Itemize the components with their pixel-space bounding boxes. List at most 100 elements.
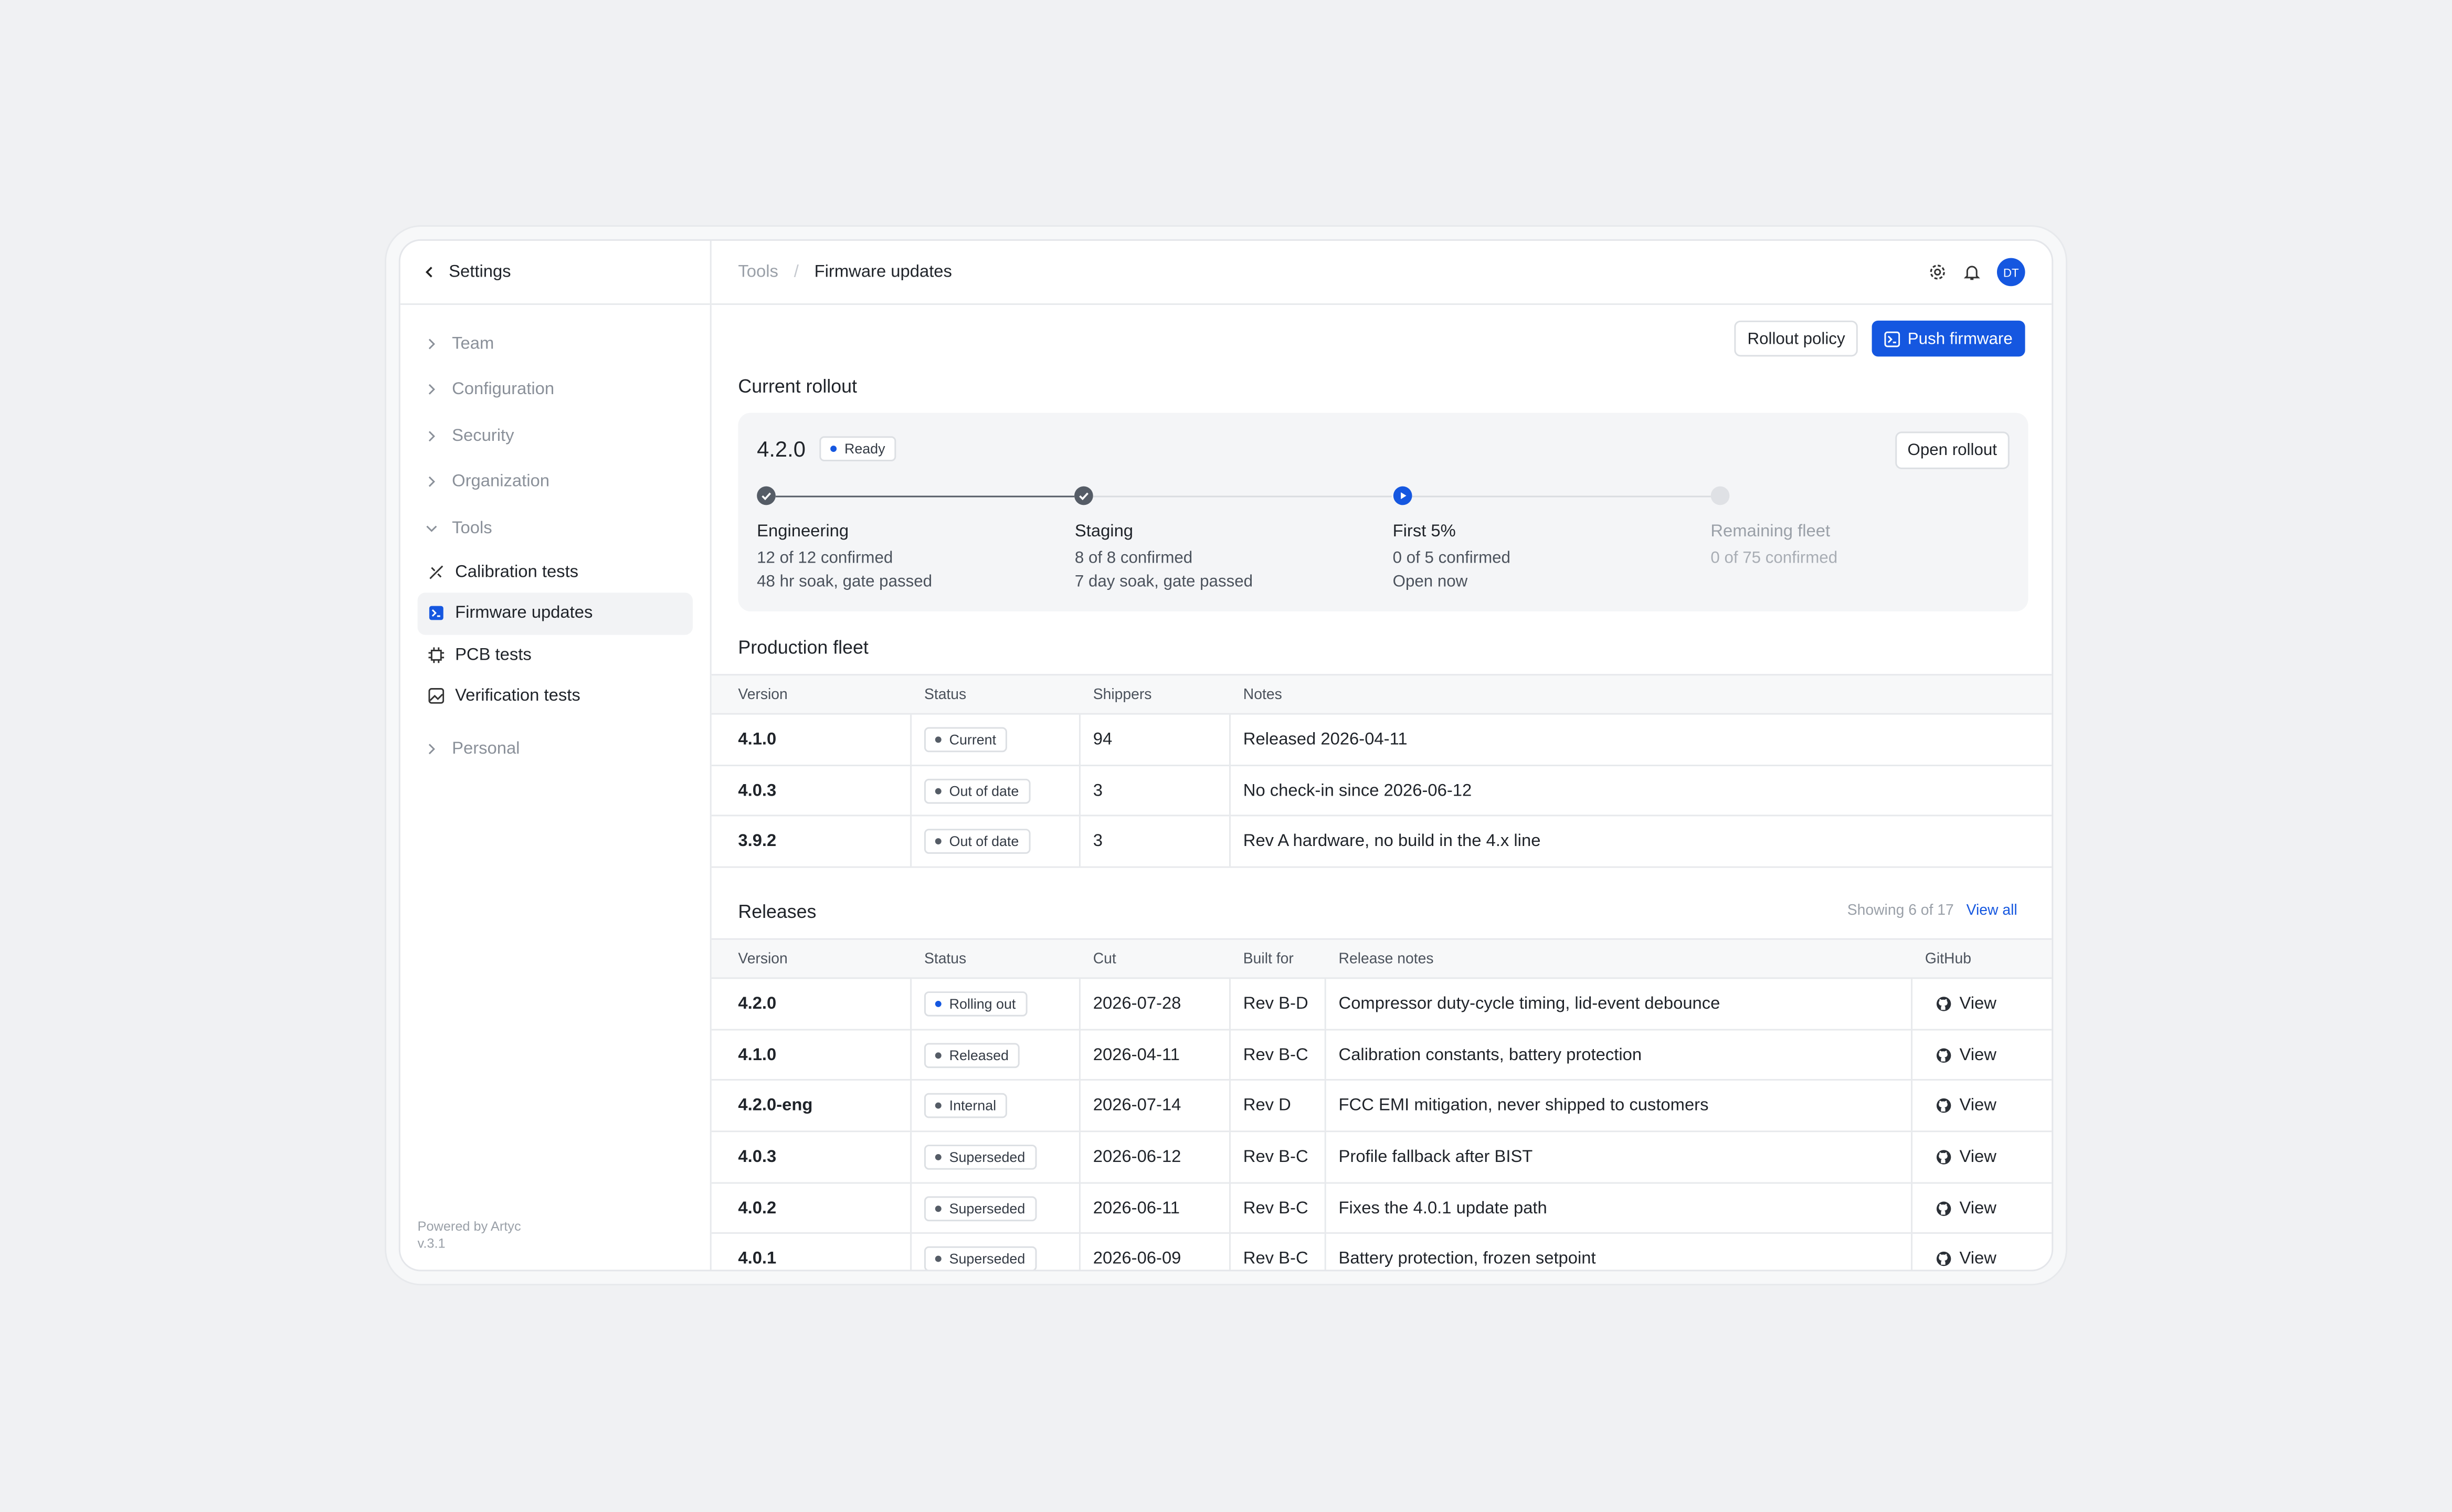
cell: 4.0.1 — [712, 1234, 910, 1270]
status-pill: Out of date — [924, 829, 1030, 854]
cell: 4.2.0-eng — [712, 1081, 910, 1130]
status-pill: Superseded — [924, 1246, 1037, 1270]
cell: Released — [910, 1030, 1079, 1080]
push-firmware-button[interactable]: Push firmware — [1872, 320, 2025, 357]
cell[interactable]: View — [1911, 1081, 2052, 1131]
cell: 2026-04-11 — [1079, 1030, 1229, 1080]
nav-icon-glyph — [429, 565, 443, 579]
chevron — [424, 742, 439, 757]
cell: Profile fallback after BIST — [1324, 1132, 1911, 1182]
stage-detail: 7 day soak, gate passed — [1074, 572, 1253, 590]
cell-text: Rev A hardware, no build in the 4.x line — [1243, 832, 1541, 851]
breadcrumb-current: Firmware updates — [814, 262, 952, 282]
top-icons: DT — [1928, 258, 2025, 287]
nav-group[interactable]: Team — [418, 321, 693, 367]
github-link[interactable]: View — [1959, 1250, 1996, 1269]
cell-text: 3 — [1093, 781, 1103, 800]
github-link[interactable]: View — [1959, 1199, 1996, 1218]
status-pill: Ready — [819, 436, 896, 461]
showing-count: Showing 6 of 17 — [1847, 902, 1954, 920]
nav-group[interactable]: Organization — [418, 459, 693, 505]
nav-item[interactable]: PCB tests — [418, 634, 693, 675]
cell-text: Rev B-C — [1243, 1250, 1308, 1269]
stage-detail: 12 of 12 confirmed — [757, 548, 893, 568]
status-pill: Superseded — [924, 1196, 1037, 1221]
open-rollout-button[interactable]: Open rollout — [1895, 431, 2010, 469]
cell: Superseded — [910, 1132, 1079, 1182]
column-header: Release notes — [1338, 950, 1434, 967]
stage-dot — [1074, 486, 1094, 505]
cell-text: Rev B-C — [1243, 1045, 1308, 1064]
github-icon-glyph — [1936, 1201, 1951, 1215]
status-label: Superseded — [949, 1251, 1026, 1267]
github-link[interactable]: View — [1959, 1147, 1996, 1167]
nav: Team Configuration Security Organization Too… — [400, 305, 710, 788]
cell[interactable]: View — [1911, 1183, 2052, 1233]
github-link[interactable]: View — [1959, 1045, 1996, 1064]
cell: Superseded — [910, 1234, 1079, 1270]
cell-text: 4.2.0-eng — [738, 1096, 813, 1116]
column-header: Version — [738, 685, 788, 703]
nav-label: Personal — [452, 740, 520, 759]
nav-label: Tools — [452, 519, 492, 538]
cell-text: FCC EMI mitigation, never shipped to cus… — [1338, 1096, 1709, 1116]
avatar[interactable]: DT — [1996, 258, 2025, 287]
nav-group[interactable]: Security — [418, 413, 693, 459]
stage-connector — [1093, 495, 1392, 498]
table-row: 4.2.0-eng Internal 2026-07-14 Rev D FCC EMI … — [711, 1081, 2052, 1133]
rollout-policy-button[interactable]: Rollout policy — [1735, 320, 1858, 357]
nav-group[interactable]: Configuration — [418, 367, 693, 413]
cell: FCC EMI mitigation, never shipped to cus… — [1324, 1081, 1911, 1131]
nav-group[interactable]: Personal — [418, 726, 693, 773]
nav-item[interactable]: Firmware updates — [417, 593, 693, 635]
cell: 4.0.2 — [712, 1183, 910, 1233]
table-row: 4.2.0 Rolling out 2026-07-28 Rev B-D Compres… — [711, 979, 2052, 1030]
nav-icon — [428, 564, 444, 580]
github-link[interactable]: View — [1959, 994, 1996, 1013]
status-pill: Rolling out — [924, 991, 1027, 1017]
cell[interactable]: View — [1911, 979, 2052, 1029]
cell-text: 2026-07-14 — [1093, 1096, 1181, 1116]
settings-icon[interactable] — [1928, 263, 1947, 282]
nav-icon-glyph — [428, 688, 445, 704]
column-header: Version — [738, 950, 788, 967]
bell-icon[interactable] — [1962, 263, 1981, 282]
stage-connector — [775, 495, 1074, 498]
play — [1400, 492, 1406, 500]
nav-icon — [428, 606, 444, 621]
github-link[interactable]: View — [1959, 1096, 1996, 1116]
cell: Rev B-C — [1229, 1234, 1325, 1270]
nav-group[interactable]: Tools — [418, 505, 693, 551]
cell[interactable]: View — [1911, 1132, 2052, 1182]
cell[interactable]: View — [1911, 1234, 2052, 1270]
cell: Rev B-C — [1229, 1132, 1325, 1182]
powered-by: Powered by Artyc — [417, 1218, 521, 1234]
nav-label: Organization — [452, 472, 549, 492]
cell: Rev D — [1229, 1081, 1325, 1131]
cell: 2026-06-09 — [1079, 1234, 1229, 1270]
cell-text: 2026-06-12 — [1093, 1147, 1181, 1167]
breadcrumb[interactable]: Tools — [738, 262, 778, 282]
back-link[interactable]: Settings — [400, 241, 710, 305]
view-all-link[interactable]: View all — [1966, 902, 2017, 920]
nav-item[interactable]: Calibration tests — [418, 551, 693, 593]
nav-item[interactable]: Verification tests — [418, 675, 693, 717]
check — [762, 492, 771, 501]
stage-name: Engineering — [757, 522, 849, 541]
github-icon — [1936, 1252, 1952, 1267]
nav-item-label: Calibration tests — [455, 562, 579, 581]
status-dot — [935, 1205, 942, 1211]
column-header: GitHub — [1925, 950, 1972, 967]
status-dot — [935, 787, 942, 794]
cell[interactable]: View — [1911, 1030, 2052, 1080]
cell-text: Battery protection, frozen setpoint — [1338, 1250, 1596, 1269]
cell: 2026-06-12 — [1079, 1132, 1229, 1182]
chevron-glyph — [428, 430, 435, 441]
cell: 3.9.2 — [712, 817, 910, 866]
chevron — [424, 382, 439, 398]
chevron-glyph — [428, 477, 435, 488]
cell-text: Rev B-C — [1243, 1147, 1308, 1167]
cell-text: Profile fallback after BIST — [1338, 1147, 1533, 1167]
stage-name: Remaining fleet — [1710, 522, 1831, 541]
